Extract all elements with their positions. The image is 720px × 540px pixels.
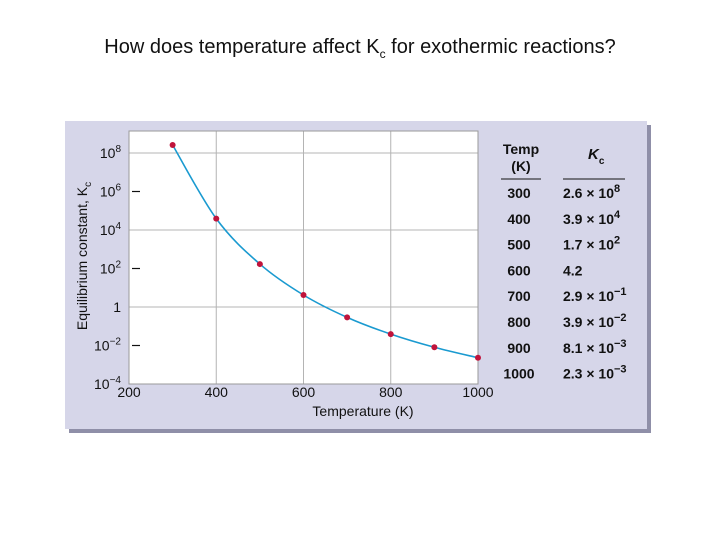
kc-exponent: −1 — [614, 286, 627, 298]
table-kc-cell: 3.9 × 104 — [563, 209, 621, 227]
table-temp-cell: 600 — [507, 262, 531, 278]
y-tick-label: 1 — [113, 299, 121, 315]
data-point — [169, 142, 176, 149]
table-header-kc-subscript: c — [599, 156, 605, 167]
x-axis-label: Temperature (K) — [312, 403, 413, 419]
x-tick-label: 600 — [292, 384, 316, 400]
data-point — [387, 331, 394, 338]
data-points — [169, 142, 481, 361]
slide-title: How does temperature affect Kc for exoth… — [0, 36, 720, 61]
kc-mantissa: 2.9 × 10 — [563, 288, 614, 304]
x-tick-label: 200 — [117, 384, 141, 400]
data-point — [431, 344, 438, 351]
table-header-temp-unit: (K) — [511, 158, 530, 174]
y-tick-label: 10−2 — [94, 337, 121, 354]
x-tick-label: 800 — [379, 384, 403, 400]
slide-title-tail: for exothermic reactions? — [385, 36, 616, 58]
data-point — [256, 261, 263, 268]
y-tick-label: 104 — [100, 221, 122, 238]
y-tick-base: 10 — [100, 145, 116, 161]
kc-exponent: −3 — [614, 364, 627, 376]
table-kc-cell: 3.9 × 10−2 — [563, 312, 627, 330]
y-tick-base: 10 — [100, 184, 116, 200]
plot-border — [128, 130, 479, 385]
y-tick-exponent: 4 — [115, 221, 121, 232]
table-temp-cell: 400 — [507, 211, 531, 227]
y-tick-base: 10 — [100, 261, 116, 277]
y-tick-exponent: 6 — [115, 183, 121, 194]
y-tick-base: 10 — [94, 338, 110, 354]
y-tick-label: 106 — [100, 183, 122, 200]
kc-exponent: 8 — [614, 183, 620, 195]
kc-mantissa: 8.1 × 10 — [563, 340, 614, 356]
table-temp-cell: 700 — [507, 288, 531, 304]
y-tick-exponent: −2 — [110, 337, 122, 348]
x-tick-label: 1000 — [462, 384, 493, 400]
data-point — [475, 354, 481, 361]
y-tick-exponent: 2 — [115, 260, 121, 271]
y-tick-exponent: 8 — [115, 144, 121, 155]
kc-exponent: 2 — [614, 235, 620, 247]
table-header-k: K — [588, 146, 600, 163]
kc-exponent: −3 — [614, 338, 627, 350]
y-tick-label: 10−4 — [94, 375, 121, 392]
kc-mantissa: 2.3 × 10 — [563, 366, 614, 382]
y-tick-label: 102 — [100, 260, 122, 277]
kc-mantissa: 1.7 × 10 — [563, 237, 614, 253]
kc-mantissa: 4.2 — [563, 262, 583, 278]
data-point — [213, 215, 220, 222]
x-tick-label: 400 — [205, 384, 229, 400]
data-point — [300, 292, 307, 299]
y-axis-label-subscript: c — [83, 182, 94, 187]
table-kc-cell: 2.9 × 10−1 — [563, 286, 627, 304]
kc-exponent: −2 — [614, 312, 627, 324]
kc-exponent: 4 — [614, 209, 621, 221]
table-temp-cell: 300 — [507, 185, 531, 201]
table-kc-cell: 2.6 × 108 — [563, 183, 620, 201]
table-kc-cell: 4.2 — [563, 262, 583, 278]
table-temp-cell: 800 — [507, 314, 531, 330]
y-tick-base: 10 — [100, 222, 116, 238]
y-tick-base: 1 — [113, 299, 121, 315]
slide-title-subscript: c — [379, 47, 386, 61]
y-tick-base: 10 — [94, 376, 110, 392]
y-axis-label: Equilibrium constant, Kc — [74, 182, 94, 330]
table-temp-cell: 500 — [507, 237, 531, 253]
table-kc-cell: 1.7 × 102 — [563, 235, 620, 253]
kc-mantissa: 2.6 × 10 — [563, 185, 614, 201]
table-kc-cell: 8.1 × 10−3 — [563, 338, 627, 356]
y-tick-exponent: −4 — [110, 375, 122, 386]
data-point — [344, 314, 351, 321]
grid-lines — [128, 130, 479, 385]
slide-title-text: How does temperature affect K — [104, 36, 380, 58]
table-header-kc: Kc — [588, 146, 605, 167]
table-kc-cell: 2.3 × 10−3 — [563, 364, 627, 382]
x-tick-labels: 200 400 600 800 1000 — [117, 384, 493, 400]
table-temp-cell: 900 — [507, 340, 531, 356]
kc-mantissa: 3.9 × 10 — [563, 211, 614, 227]
kc-mantissa: 3.9 × 10 — [563, 314, 614, 330]
table-header-temp: Temp — [503, 141, 539, 157]
table-temp-cell: 1000 — [503, 366, 534, 382]
y-tick-label: 108 — [100, 144, 122, 161]
y-axis-label-text: Equilibrium constant, K — [74, 186, 90, 330]
